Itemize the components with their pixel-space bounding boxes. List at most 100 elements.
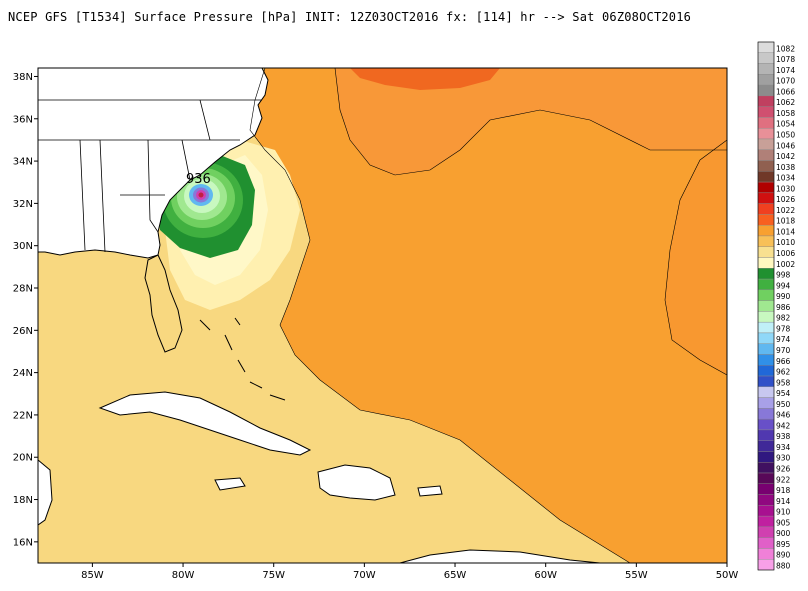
colorbar-swatch bbox=[757, 472, 775, 484]
map-frame bbox=[37, 67, 728, 564]
pressure-colorbar: 1082107810741070106610621058105410501046… bbox=[757, 41, 795, 571]
colorbar-label: 1018 bbox=[776, 217, 795, 226]
colorbar-label: 1002 bbox=[776, 260, 795, 269]
colorbar-swatch bbox=[757, 257, 775, 269]
colorbar-swatch bbox=[757, 386, 775, 398]
colorbar-label: 1014 bbox=[776, 227, 795, 236]
lon-tick-label: 55W bbox=[625, 570, 648, 581]
colorbar-swatch bbox=[757, 192, 775, 204]
colorbar-label: 950 bbox=[776, 400, 791, 409]
colorbar-swatch bbox=[757, 408, 775, 420]
lat-tick-label: 34N bbox=[13, 157, 33, 168]
colorbar-label: 946 bbox=[776, 411, 791, 420]
pressure-region-1022 bbox=[350, 68, 500, 90]
colorbar-label: 1058 bbox=[776, 109, 795, 118]
colorbar-label: 1082 bbox=[776, 44, 795, 53]
jamaica bbox=[214, 477, 246, 491]
colorbar-swatch bbox=[757, 354, 775, 366]
colorbar-swatch bbox=[757, 451, 775, 463]
colorbar-label: 1062 bbox=[776, 98, 795, 107]
storm-center bbox=[198, 192, 204, 198]
colorbar-swatch bbox=[757, 74, 775, 86]
colorbar-swatch bbox=[757, 343, 775, 355]
yucatan bbox=[38, 459, 53, 526]
colorbar-label: 1034 bbox=[776, 174, 795, 183]
colorbar-label: 966 bbox=[776, 357, 791, 366]
colorbar-label: 914 bbox=[776, 497, 791, 506]
colorbar-swatch bbox=[757, 515, 775, 528]
colorbar-swatch bbox=[757, 117, 775, 129]
lat-tick-label: 30N bbox=[13, 241, 33, 252]
colorbar-swatch bbox=[757, 52, 775, 64]
colorbar-swatch bbox=[757, 95, 775, 107]
colorbar-swatch bbox=[757, 246, 775, 258]
isobar-1014 bbox=[249, 68, 631, 563]
colorbar-swatch bbox=[757, 397, 775, 409]
longitude-axis: 85W 80W 75W 70W 65W 60W 55W 50W bbox=[81, 563, 738, 581]
colorbar-swatch bbox=[757, 181, 775, 194]
colorbar-label: 1054 bbox=[776, 120, 795, 129]
latitude-axis: 38N 36N 34N 32N 30N 28N 26N 24N 22N 20N 18N 16N bbox=[13, 72, 38, 548]
colorbar-label: 910 bbox=[776, 508, 791, 517]
colorbar-swatch bbox=[757, 440, 775, 452]
colorbar-swatch bbox=[757, 138, 775, 150]
lon-tick-label: 70W bbox=[353, 570, 376, 581]
isobar-1018 bbox=[334, 68, 727, 176]
lat-tick-label: 32N bbox=[13, 199, 33, 210]
colorbar-label: 962 bbox=[776, 368, 791, 377]
colorbar-swatch bbox=[757, 128, 775, 140]
colorbar-swatch bbox=[757, 365, 775, 377]
colorbar-swatch bbox=[757, 332, 775, 344]
lon-tick-label: 60W bbox=[534, 570, 557, 581]
pressure-region-1014 bbox=[250, 68, 727, 563]
storm-center-label: 936 bbox=[186, 172, 211, 187]
colorbar-swatch bbox=[757, 462, 775, 474]
colorbar-label: 890 bbox=[776, 551, 791, 560]
lat-tick-label: 18N bbox=[13, 495, 33, 506]
colorbar-label: 1042 bbox=[776, 152, 795, 161]
florida bbox=[144, 254, 183, 353]
colorbar-label: 1074 bbox=[776, 66, 795, 75]
colorbar-label: 1046 bbox=[776, 141, 795, 150]
lon-tick-label: 80W bbox=[172, 570, 195, 581]
lat-tick-label: 16N bbox=[13, 537, 33, 548]
colorbar-label: 986 bbox=[776, 303, 791, 312]
colorbar-swatch bbox=[757, 559, 775, 571]
colorbar-swatch bbox=[757, 278, 775, 291]
colorbar-swatch bbox=[757, 548, 775, 560]
lat-tick-label: 22N bbox=[13, 410, 33, 421]
colorbar-label: 1050 bbox=[776, 130, 795, 139]
colorbar-swatch bbox=[757, 214, 775, 226]
colorbar-label: 934 bbox=[776, 443, 791, 452]
colorbar-label: 1078 bbox=[776, 55, 795, 64]
colorbar-label: 1010 bbox=[776, 238, 795, 247]
colorbar-swatch bbox=[757, 63, 775, 75]
colorbar-swatch bbox=[757, 494, 775, 506]
colorbar-label: 895 bbox=[776, 540, 791, 549]
puerto-rico bbox=[417, 485, 443, 497]
lat-tick-label: 20N bbox=[13, 453, 33, 464]
colorbar-swatch bbox=[757, 300, 775, 312]
lat-tick-label: 26N bbox=[13, 326, 33, 337]
map-title: NCEP GFS [T1534] Surface Pressure [hPa] … bbox=[8, 10, 692, 24]
colorbar-label: 926 bbox=[776, 465, 791, 474]
colorbar-swatch bbox=[757, 160, 775, 172]
pressure-region-1018-east bbox=[665, 140, 727, 375]
colorbar-label: 954 bbox=[776, 389, 791, 398]
colorbar-label: 994 bbox=[776, 281, 791, 290]
colorbar-swatch bbox=[757, 526, 775, 538]
lat-tick-label: 28N bbox=[13, 284, 33, 295]
colorbar-label: 1038 bbox=[776, 163, 795, 172]
colorbar-swatch bbox=[757, 505, 775, 517]
colorbar-swatch bbox=[757, 171, 775, 183]
colorbar-label: 998 bbox=[776, 271, 791, 280]
colorbar-swatch bbox=[757, 375, 775, 388]
lat-tick-label: 38N bbox=[13, 72, 33, 83]
hispaniola bbox=[317, 464, 396, 501]
colorbar-swatch bbox=[757, 537, 775, 549]
lon-tick-label: 75W bbox=[262, 570, 285, 581]
bahamas bbox=[199, 317, 286, 401]
south-america bbox=[399, 549, 601, 563]
colorbar-swatch bbox=[757, 418, 775, 431]
